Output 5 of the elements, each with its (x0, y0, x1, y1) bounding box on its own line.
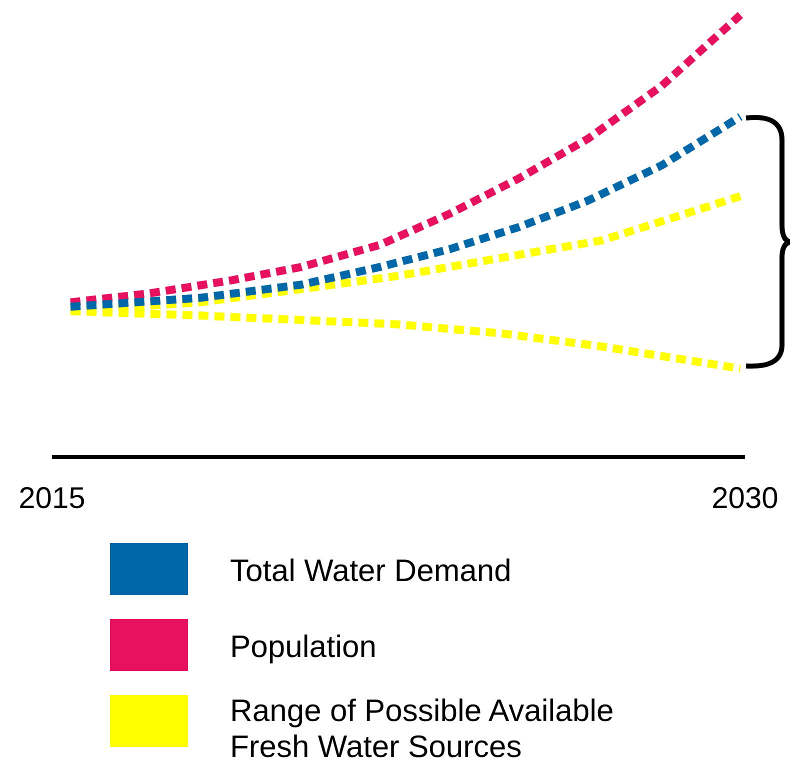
x-tick-label: 2015 (18, 482, 86, 515)
x-tick-label: 2030 (712, 482, 778, 515)
legend-label: Range of Possible Available Fresh Water Sources (230, 693, 614, 764)
legend-label: Population (230, 629, 377, 664)
legend-label: Total Water Demand (230, 553, 512, 588)
